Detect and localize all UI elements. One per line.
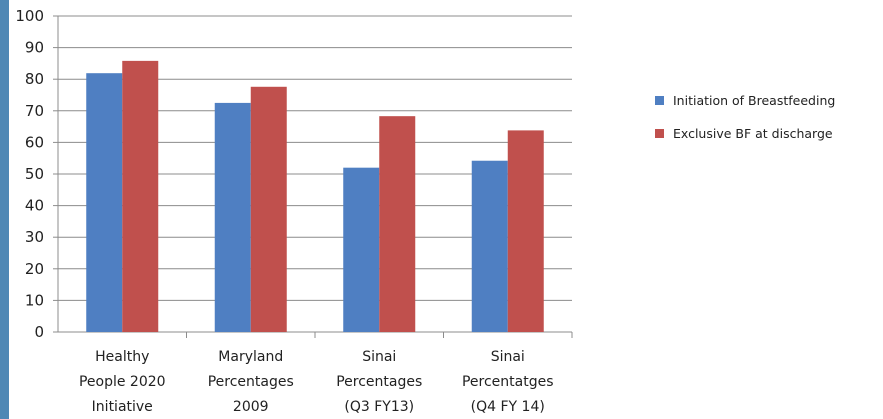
bar-exclusive-2: [379, 116, 416, 332]
y-tick-label: 70: [25, 102, 44, 120]
x-category-label: (Q4 FY 14): [471, 399, 545, 415]
bar-initiation-1: [214, 102, 251, 333]
y-tick-label: 90: [25, 39, 44, 57]
y-tick-label: 40: [25, 197, 44, 215]
left-accent-stripe: [0, 0, 9, 419]
x-category-label: 2009: [233, 399, 269, 415]
x-category-label: (Q3 FY13): [344, 399, 414, 415]
x-category-label: Maryland: [218, 349, 283, 365]
x-category-label: Percentatges: [462, 374, 554, 390]
x-category-label: Percentages: [336, 374, 422, 390]
y-tick-label: 30: [25, 228, 44, 246]
bar-exclusive-0: [122, 60, 159, 332]
legend-label: Exclusive BF at discharge: [673, 126, 833, 141]
x-category-label: Sinai: [362, 349, 396, 365]
bar-initiation-2: [343, 167, 380, 332]
bar-exclusive-1: [250, 86, 287, 332]
y-tick-label: 100: [15, 7, 44, 25]
legend-swatch: [655, 96, 664, 105]
x-category-label: People 2020: [79, 374, 166, 390]
legend-swatch: [655, 129, 664, 138]
legend-label: Initiation of Breastfeeding: [673, 93, 835, 108]
y-tick-label: 50: [25, 165, 44, 183]
y-tick-label: 60: [25, 133, 44, 151]
y-tick-label: 80: [25, 70, 44, 88]
bar-initiation-0: [86, 73, 123, 333]
bar-initiation-3: [471, 160, 508, 332]
y-tick-label: 0: [34, 323, 44, 341]
bar-exclusive-3: [507, 130, 544, 332]
y-tick-label: 10: [25, 291, 44, 309]
x-category-label: Sinai: [491, 349, 525, 365]
y-tick-label: 20: [25, 260, 44, 278]
x-category-label: Percentages: [208, 374, 294, 390]
x-category-label: Healthy: [95, 349, 149, 365]
x-category-label: Initiative: [92, 399, 153, 415]
